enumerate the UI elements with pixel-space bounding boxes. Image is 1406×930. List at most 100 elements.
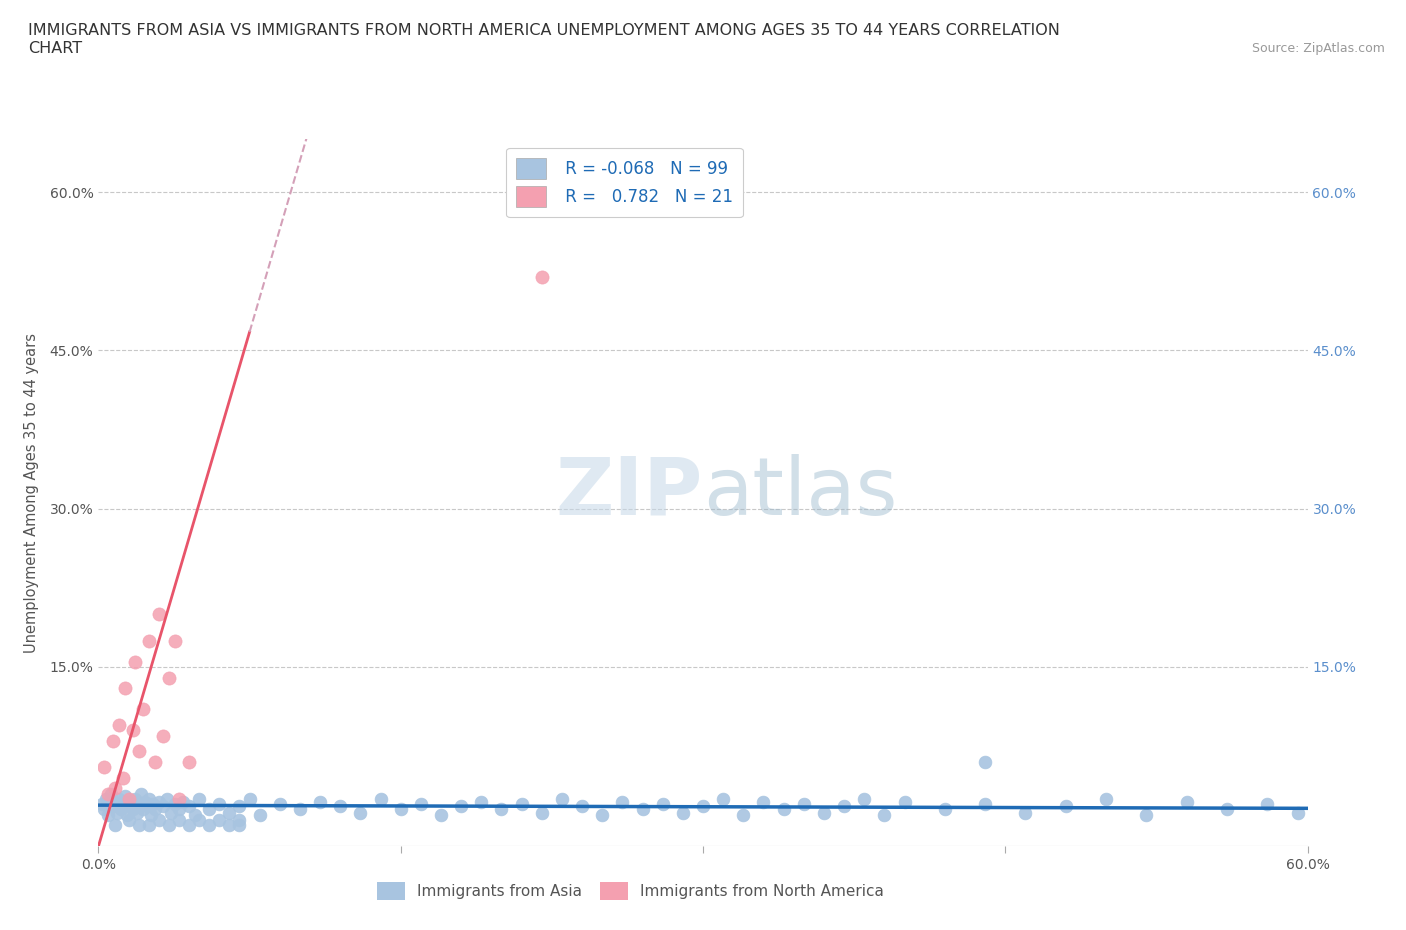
- Point: [793, 797, 815, 812]
- Point: [228, 817, 250, 832]
- Point: [491, 802, 513, 817]
- Point: [349, 805, 371, 820]
- Point: [873, 807, 896, 822]
- Text: ZIP: ZIP: [555, 454, 703, 532]
- Point: [107, 791, 129, 806]
- Legend: Immigrants from Asia, Immigrants from North America: Immigrants from Asia, Immigrants from No…: [371, 876, 890, 906]
- Point: [309, 794, 332, 809]
- Point: [218, 817, 240, 832]
- Point: [249, 807, 271, 822]
- Point: [148, 794, 170, 809]
- Point: [114, 681, 136, 696]
- Point: [91, 797, 114, 812]
- Text: Source: ZipAtlas.com: Source: ZipAtlas.com: [1251, 42, 1385, 55]
- Point: [430, 807, 453, 822]
- Point: [132, 702, 155, 717]
- Point: [101, 734, 124, 749]
- Point: [389, 802, 412, 817]
- Point: [132, 802, 155, 817]
- Point: [121, 723, 143, 737]
- Point: [103, 817, 125, 832]
- Point: [163, 633, 186, 648]
- Point: [179, 799, 201, 814]
- Point: [893, 794, 915, 809]
- Point: [121, 802, 143, 817]
- Point: [167, 791, 190, 806]
- Point: [148, 606, 170, 621]
- Point: [111, 797, 134, 812]
- Y-axis label: Unemployment Among Ages 35 to 44 years: Unemployment Among Ages 35 to 44 years: [24, 333, 38, 653]
- Point: [530, 805, 553, 820]
- Point: [208, 813, 231, 828]
- Point: [135, 799, 157, 814]
- Point: [179, 817, 201, 832]
- Point: [530, 269, 553, 284]
- Point: [208, 797, 231, 812]
- Point: [114, 789, 136, 804]
- Point: [612, 794, 634, 809]
- Point: [1014, 805, 1036, 820]
- Point: [934, 802, 956, 817]
- Point: [167, 802, 190, 817]
- Point: [148, 813, 170, 828]
- Point: [157, 671, 180, 685]
- Point: [974, 797, 997, 812]
- Point: [228, 799, 250, 814]
- Point: [103, 781, 125, 796]
- Point: [138, 817, 160, 832]
- Point: [1135, 807, 1157, 822]
- Point: [853, 791, 876, 806]
- Point: [288, 802, 311, 817]
- Point: [115, 807, 138, 822]
- Point: [551, 791, 574, 806]
- Point: [118, 794, 141, 809]
- Point: [832, 799, 855, 814]
- Point: [188, 791, 211, 806]
- Point: [269, 797, 291, 812]
- Point: [97, 807, 120, 822]
- Point: [239, 791, 262, 806]
- Point: [134, 794, 156, 809]
- Point: [188, 813, 211, 828]
- Point: [128, 817, 150, 832]
- Point: [1095, 791, 1118, 806]
- Point: [692, 799, 714, 814]
- Point: [370, 791, 392, 806]
- Point: [129, 786, 152, 801]
- Point: [110, 802, 132, 817]
- Point: [93, 802, 115, 817]
- Point: [409, 797, 432, 812]
- Point: [96, 791, 118, 806]
- Point: [157, 817, 180, 832]
- Point: [143, 754, 166, 769]
- Point: [128, 797, 150, 812]
- Point: [591, 807, 613, 822]
- Point: [974, 754, 997, 769]
- Point: [1286, 805, 1309, 820]
- Point: [124, 791, 146, 806]
- Point: [172, 794, 194, 809]
- Point: [101, 799, 124, 814]
- Point: [138, 633, 160, 648]
- Point: [103, 794, 125, 809]
- Point: [450, 799, 472, 814]
- Text: IMMIGRANTS FROM ASIA VS IMMIGRANTS FROM NORTH AMERICA UNEMPLOYMENT AMONG AGES 35: IMMIGRANTS FROM ASIA VS IMMIGRANTS FROM …: [28, 23, 1060, 56]
- Point: [733, 807, 755, 822]
- Point: [93, 760, 115, 775]
- Point: [105, 805, 128, 820]
- Point: [152, 728, 174, 743]
- Point: [124, 654, 146, 669]
- Point: [100, 786, 122, 801]
- Point: [198, 817, 221, 832]
- Point: [651, 797, 673, 812]
- Point: [228, 813, 250, 828]
- Point: [184, 807, 207, 822]
- Point: [711, 791, 734, 806]
- Point: [772, 802, 794, 817]
- Point: [1256, 797, 1278, 812]
- Point: [163, 797, 186, 812]
- Point: [1216, 802, 1239, 817]
- Text: atlas: atlas: [703, 454, 897, 532]
- Point: [218, 805, 240, 820]
- Point: [118, 813, 141, 828]
